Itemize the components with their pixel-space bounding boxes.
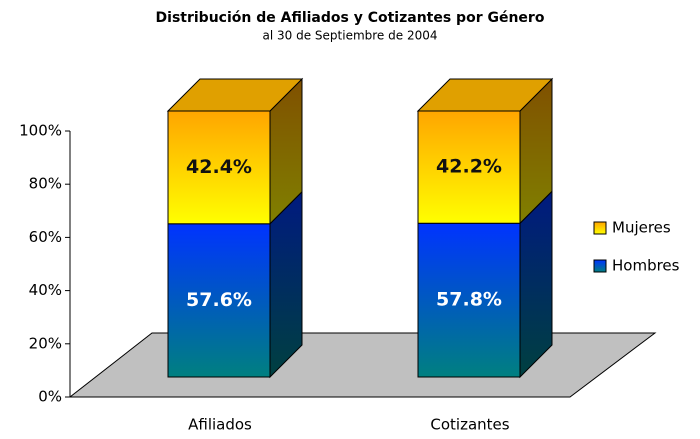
bar bbox=[167, 223, 271, 378]
legend-swatch bbox=[593, 259, 607, 273]
legend-label: Hombres bbox=[612, 257, 680, 275]
y-tick-label: 0% bbox=[38, 388, 62, 406]
chart-subtitle: al 30 de Septiembre de 2004 bbox=[263, 29, 438, 43]
data-label: 42.2% bbox=[436, 156, 502, 178]
bar bbox=[167, 110, 271, 225]
data-label: 42.4% bbox=[186, 156, 252, 178]
data-label: 57.6% bbox=[186, 289, 252, 311]
y-tick-label: 100% bbox=[19, 122, 62, 140]
bar bbox=[417, 110, 521, 224]
legend-label: Mujeres bbox=[612, 219, 671, 237]
y-tick-label: 80% bbox=[29, 175, 62, 193]
bar-top bbox=[166, 78, 304, 112]
y-tick-label: 20% bbox=[29, 334, 62, 352]
x-tick-label: Afiliados bbox=[188, 416, 252, 434]
bar bbox=[417, 222, 521, 378]
y-tick-label: 40% bbox=[29, 281, 62, 299]
legend-swatch bbox=[593, 221, 607, 235]
y-tick-label: 60% bbox=[29, 228, 62, 246]
chart-title: Distribución de Afiliados y Cotizantes p… bbox=[156, 10, 545, 26]
bar-top bbox=[416, 78, 554, 112]
floor bbox=[68, 332, 657, 398]
x-tick-label: Cotizantes bbox=[430, 416, 509, 434]
data-label: 57.8% bbox=[436, 289, 502, 311]
